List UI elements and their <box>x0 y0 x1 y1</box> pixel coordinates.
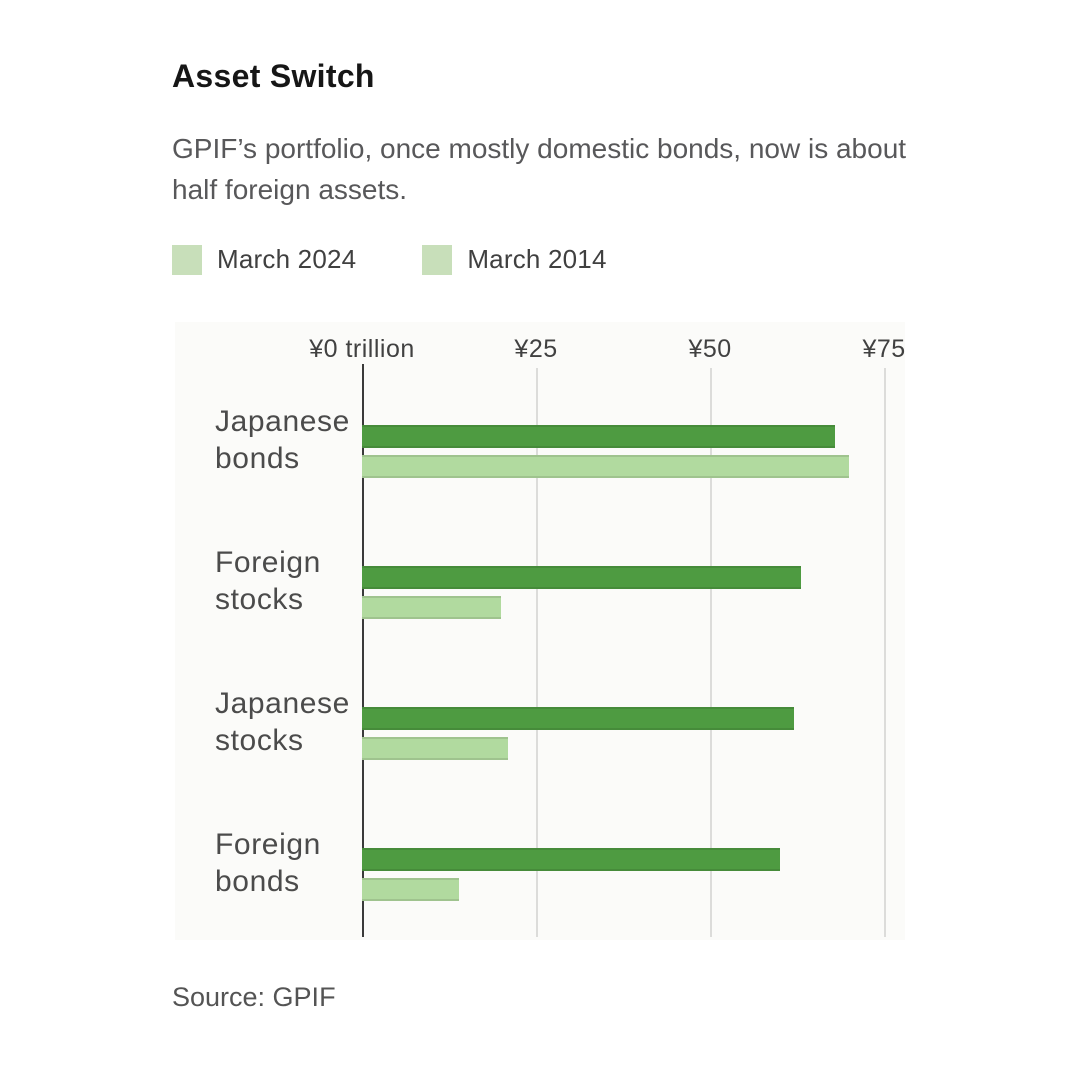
bar-group-japanese-stocks <box>362 707 905 760</box>
chart-title: Asset Switch <box>172 58 375 94</box>
category-label-foreign-stocks: Foreign stocks <box>215 546 321 616</box>
x-tick-label-25: ¥25 <box>514 335 558 363</box>
chart-row-foreign-bonds: Foreign bonds <box>175 826 905 966</box>
gridline-75 <box>884 368 887 937</box>
legend-item-march-2014: March 2014 <box>422 244 606 275</box>
category-label-foreign-bonds: Foreign bonds <box>215 828 321 898</box>
gridline-25 <box>536 368 539 937</box>
chart-row-japanese-bonds: Japanese bonds <box>175 403 905 543</box>
source-line: Source: GPIF <box>172 982 336 1012</box>
bar-march-2024-japanese-stocks <box>362 707 794 730</box>
legend-swatch-march-2024 <box>172 244 202 275</box>
category-label-japanese-bonds: Japanese bonds <box>215 405 350 475</box>
bar-march-2024-japanese-bonds <box>362 425 836 448</box>
bar-group-japanese-bonds <box>362 425 905 478</box>
bar-march-2024-foreign-bonds <box>362 848 780 871</box>
bar-chart: ¥0 trillion ¥25 ¥50 ¥75 Japanese bonds Fo… <box>175 322 905 940</box>
bar-group-foreign-bonds <box>362 848 905 901</box>
chart-row-japanese-stocks: Japanese stocks <box>175 685 905 825</box>
legend-label-march-2024: March 2024 <box>217 244 357 274</box>
x-tick-label-0: ¥0 trillion <box>309 335 415 363</box>
legend-label-march-2014: March 2014 <box>467 244 607 274</box>
gridline-50 <box>710 368 713 937</box>
chart-row-foreign-stocks: Foreign stocks <box>175 544 905 684</box>
legend-swatch-march-2014 <box>422 244 453 275</box>
bar-march-2024-foreign-stocks <box>362 566 801 589</box>
plot-area: ¥0 trillion ¥25 ¥50 ¥75 <box>309 322 906 940</box>
category-label-japanese-stocks: Japanese stocks <box>215 687 350 757</box>
y-axis-line <box>362 364 364 937</box>
bar-march-2014-japanese-stocks <box>362 737 509 760</box>
x-tick-label-50: ¥50 <box>688 335 732 363</box>
bar-march-2014-foreign-bonds <box>362 878 460 901</box>
legend-item-march-2024: March 2024 <box>172 244 356 275</box>
x-tick-label-75: ¥75 <box>862 335 906 363</box>
legend: March 2024 March 2014 <box>172 244 607 275</box>
bar-group-foreign-stocks <box>362 566 905 619</box>
bar-march-2014-japanese-bonds <box>362 455 850 478</box>
bar-march-2014-foreign-stocks <box>362 596 502 619</box>
chart-subtitle: GPIF’s portfolio, once mostly domestic b… <box>172 133 907 205</box>
